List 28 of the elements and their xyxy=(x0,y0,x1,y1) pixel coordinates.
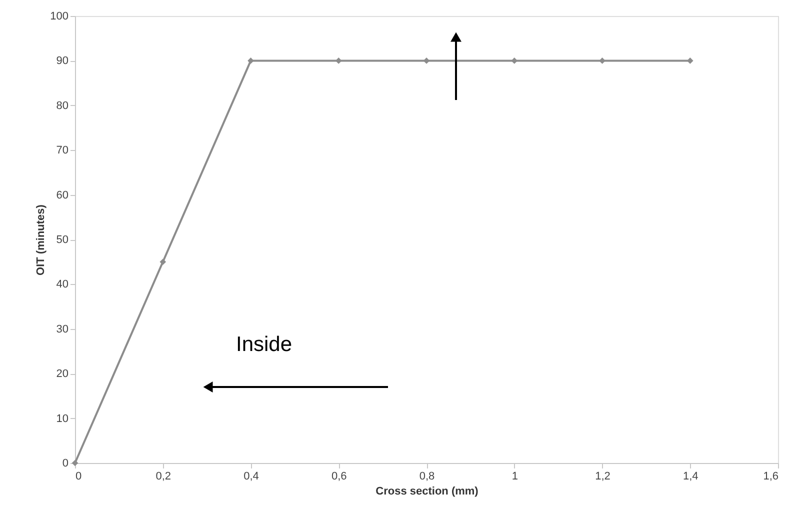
y-tick-label: 100 xyxy=(50,10,68,22)
point xyxy=(160,258,166,266)
y-tick-label: 60 xyxy=(56,189,68,202)
x-tick-label: 0,6 xyxy=(331,470,347,482)
annotation: Inside xyxy=(236,333,292,356)
x-tick-label: 0,2 xyxy=(156,470,172,482)
x-tick-label: 1 xyxy=(512,470,518,482)
y-axis-title: OIT (minutes) xyxy=(35,204,48,276)
x-tick-label: 0,4 xyxy=(244,470,259,482)
point xyxy=(686,58,694,64)
y-tick-label: 30 xyxy=(56,323,68,336)
point xyxy=(511,58,518,64)
x-axis-title: Cross section (mm) xyxy=(376,486,479,498)
y-tick-label: 40 xyxy=(56,278,68,291)
x-tick-label: 1,4 xyxy=(682,470,698,482)
y-tick-label: 10 xyxy=(56,412,68,425)
x-tick-label: 0,8 xyxy=(419,470,435,482)
y-tick-label: 50 xyxy=(56,234,68,246)
y-tick-label: 90 xyxy=(56,55,68,68)
x-tick-label: 1,6 xyxy=(763,470,778,482)
y-tick-label: 70 xyxy=(56,144,68,157)
point xyxy=(423,58,430,64)
y-tick-label: 0 xyxy=(62,458,68,470)
y-tick-label: 20 xyxy=(56,368,68,380)
x-tick-label: 1,2 xyxy=(595,470,610,482)
point xyxy=(335,58,342,64)
x-tick-label: 0 xyxy=(76,470,82,482)
y-tick-label: 80 xyxy=(56,100,68,112)
